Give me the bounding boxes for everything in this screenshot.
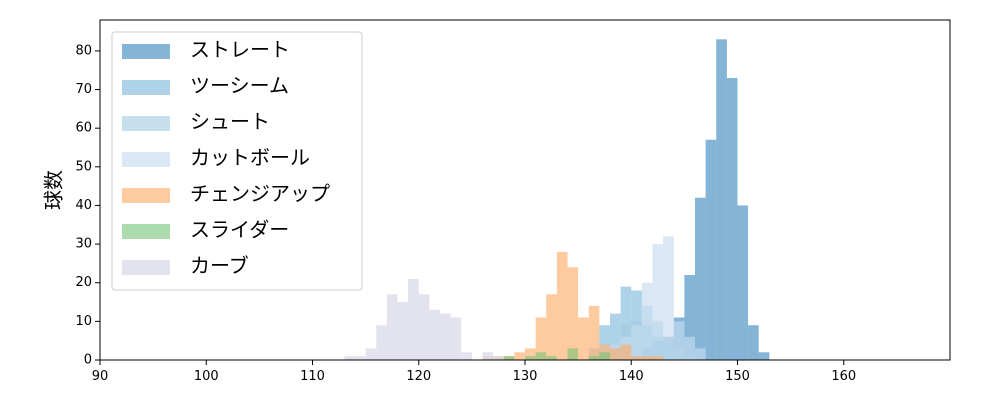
bar-series-6 <box>493 356 504 360</box>
bar-series-5 <box>503 356 515 360</box>
legend-label: シュート <box>190 110 270 134</box>
legend-swatch <box>122 116 170 131</box>
bar-series-6 <box>397 302 409 360</box>
bar-series-3 <box>631 325 642 360</box>
x-tick-label: 100 <box>194 369 219 384</box>
bar-series-1 <box>599 325 610 360</box>
bar-series-5 <box>567 348 579 360</box>
bar-series-6 <box>429 309 440 360</box>
legend-label: スライダー <box>190 218 289 242</box>
bar-series-3 <box>641 282 653 360</box>
y-tick-label: 70 <box>75 82 92 97</box>
bar-series-3 <box>695 348 706 360</box>
y-tick-label: 30 <box>75 237 92 252</box>
legend-label: ツーシーム <box>190 74 289 98</box>
x-tick-label: 120 <box>406 369 431 384</box>
bar-series-4 <box>620 344 632 360</box>
bar-series-0 <box>737 205 749 360</box>
bar-series-0 <box>684 275 695 360</box>
x-tick-label: 160 <box>831 369 856 384</box>
bar-series-6 <box>365 348 377 360</box>
bar-series-0 <box>716 39 727 361</box>
bar-series-5 <box>546 356 557 360</box>
legend-swatch <box>122 152 170 167</box>
bar-series-6 <box>376 325 387 360</box>
legend-label: カットボール <box>190 146 310 170</box>
bar-series-0 <box>748 325 759 360</box>
y-tick-label: 20 <box>75 275 92 290</box>
x-tick-label: 110 <box>300 369 325 384</box>
bar-series-6 <box>355 356 366 360</box>
bar-series-6 <box>408 278 419 360</box>
bar-series-5 <box>525 356 536 360</box>
bar-series-6 <box>461 352 472 360</box>
bar-series-5 <box>588 356 600 360</box>
bar-series-4 <box>588 305 600 360</box>
y-tick-label: 40 <box>75 198 92 213</box>
x-tick-label: 90 <box>92 369 109 384</box>
legend-swatch <box>122 80 170 95</box>
x-tick-label: 130 <box>513 369 538 384</box>
bar-series-6 <box>450 317 462 360</box>
y-axis: 0 10 20 30 40 50 60 70 80 <box>75 43 100 368</box>
bar-series-1 <box>610 313 621 360</box>
bar-series-3 <box>652 244 664 360</box>
x-axis: 90 100 110 120 130 140 150 160 <box>92 360 856 384</box>
y-tick-label: 10 <box>75 314 92 329</box>
x-tick-label: 140 <box>619 369 644 384</box>
bars-layer <box>344 39 770 361</box>
legend-swatch <box>122 224 170 239</box>
bar-series-4 <box>525 348 536 360</box>
x-tick-label: 150 <box>725 369 750 384</box>
bar-series-3 <box>673 321 685 360</box>
bar-series-1 <box>620 286 632 360</box>
bar-series-0 <box>705 139 717 360</box>
bar-series-0 <box>758 352 770 360</box>
bar-series-5 <box>599 352 610 360</box>
legend-swatch <box>122 44 170 59</box>
legend-label: ストレート <box>190 38 290 62</box>
bar-series-4 <box>641 356 653 360</box>
bar-series-4 <box>578 317 589 360</box>
legend-label: チェンジアップ <box>190 182 330 206</box>
legend-box <box>111 31 363 291</box>
bar-series-6 <box>386 294 398 360</box>
bar-series-4 <box>535 317 547 360</box>
bar-series-3 <box>663 236 674 360</box>
legend-swatch <box>122 260 170 275</box>
bar-series-4 <box>546 294 557 360</box>
bar-series-4 <box>567 267 579 360</box>
bar-series-0 <box>695 197 706 360</box>
bar-series-3 <box>684 336 695 360</box>
bar-series-6 <box>440 313 451 360</box>
bar-series-0 <box>726 77 738 361</box>
y-tick-label: 80 <box>75 43 92 58</box>
bar-series-4 <box>652 356 664 360</box>
bar-series-4 <box>556 251 568 360</box>
bar-series-6 <box>482 352 494 360</box>
bar-series-5 <box>535 352 547 360</box>
bar-series-4 <box>610 348 621 360</box>
y-tick-label: 0 <box>84 353 92 368</box>
bar-series-6 <box>344 356 355 360</box>
bar-series-4 <box>514 352 525 360</box>
bar-series-6 <box>418 294 430 360</box>
legend-swatch <box>122 188 170 203</box>
y-tick-label: 50 <box>75 159 92 174</box>
y-tick-label: 60 <box>75 121 92 136</box>
bar-series-4 <box>599 344 610 360</box>
legend-label: カーブ <box>190 254 249 278</box>
y-axis-label: 球数 <box>42 170 66 210</box>
bar-series-4 <box>631 356 642 360</box>
